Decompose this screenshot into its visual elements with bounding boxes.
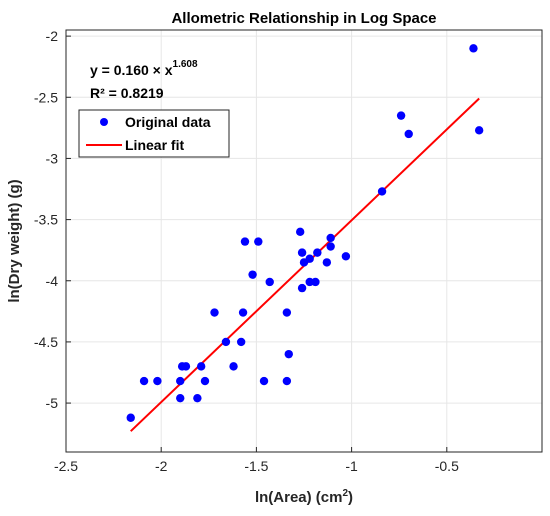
legend-label-original-data: Original data: [125, 114, 211, 130]
data-point: [305, 254, 314, 263]
y-tick-label: -3.5: [34, 212, 58, 228]
data-point: [469, 44, 478, 53]
data-point: [193, 393, 202, 403]
legend-label-linear-fit: Linear fit: [125, 137, 184, 153]
x-axis-title: ln(Area) (cm2): [255, 488, 353, 506]
fit-equation: y = 0.160 × x1.608 R² = 0.8219: [90, 59, 198, 101]
y-tick-label: -2.5: [34, 89, 58, 105]
data-point: [259, 376, 269, 386]
data-point: [295, 227, 305, 237]
y-tick-label: -4.5: [34, 334, 58, 350]
data-points: [126, 44, 484, 422]
data-point: [396, 111, 406, 120]
x-tick-label: -2.5: [54, 458, 78, 474]
data-point: [322, 258, 332, 267]
data-point: [326, 233, 335, 243]
y-tick-label: -5: [46, 395, 59, 411]
data-point: [284, 349, 293, 359]
equation-text: y = 0.160 × x1.608: [90, 59, 198, 78]
data-point: [377, 187, 387, 196]
data-point: [221, 337, 231, 347]
data-point: [181, 362, 191, 371]
data-point: [176, 376, 185, 386]
data-point: [341, 252, 351, 261]
x-tick-label: -1.5: [244, 458, 268, 474]
y-tick-label: -3: [46, 150, 59, 166]
y-tick-label: -4: [46, 273, 59, 289]
grid-lines: [65, 30, 542, 452]
x-tick-label: -0.5: [435, 458, 459, 474]
legend: Original data Linear fit: [78, 109, 230, 158]
data-point: [200, 376, 210, 386]
data-point: [153, 376, 162, 386]
data-point: [311, 277, 320, 287]
r-squared-text: R² = 0.8219: [90, 85, 164, 101]
data-point: [240, 237, 250, 246]
axis-ticks: -2.5 -2 -1.5 -1 -0.5 -5 -4.5 -4 -3.5 -3 -2.5 -2: [34, 28, 459, 474]
data-point: [282, 308, 292, 317]
data-point: [126, 413, 135, 422]
y-axis-title: ln(Dry weight) (g): [6, 179, 23, 302]
data-point: [229, 362, 238, 371]
equation-exponent: 1.608: [173, 59, 198, 70]
data-point: [238, 308, 248, 317]
data-point: [254, 237, 263, 246]
x-axis-title-main: ln(Area) (cm: [255, 489, 343, 506]
plot-frame: [65, 29, 543, 453]
data-point: [210, 308, 219, 317]
data-point: [196, 362, 206, 371]
equation-prefix: y = 0.160 × x: [90, 62, 173, 78]
data-point: [248, 270, 257, 279]
data-point: [297, 283, 307, 293]
x-tick-label: -2: [155, 458, 168, 474]
data-point: [282, 376, 292, 386]
data-point: [265, 277, 274, 287]
x-axis-title-end: ): [348, 489, 353, 506]
x-tick-label: -1: [345, 458, 358, 474]
legend-box: [78, 109, 230, 158]
data-point: [313, 248, 322, 257]
y-tick-label: -2: [46, 28, 59, 44]
data-point: [474, 126, 484, 135]
legend-marker-original-data: [100, 118, 108, 126]
data-point: [404, 129, 413, 139]
data-point: [236, 337, 246, 347]
data-point: [176, 393, 185, 403]
chart-title: Allometric Relationship in Log Space: [171, 10, 436, 27]
x-axis-title-superscript: 2: [342, 488, 348, 499]
data-point: [297, 248, 307, 257]
data-point: [326, 242, 335, 251]
data-point: [139, 376, 149, 386]
